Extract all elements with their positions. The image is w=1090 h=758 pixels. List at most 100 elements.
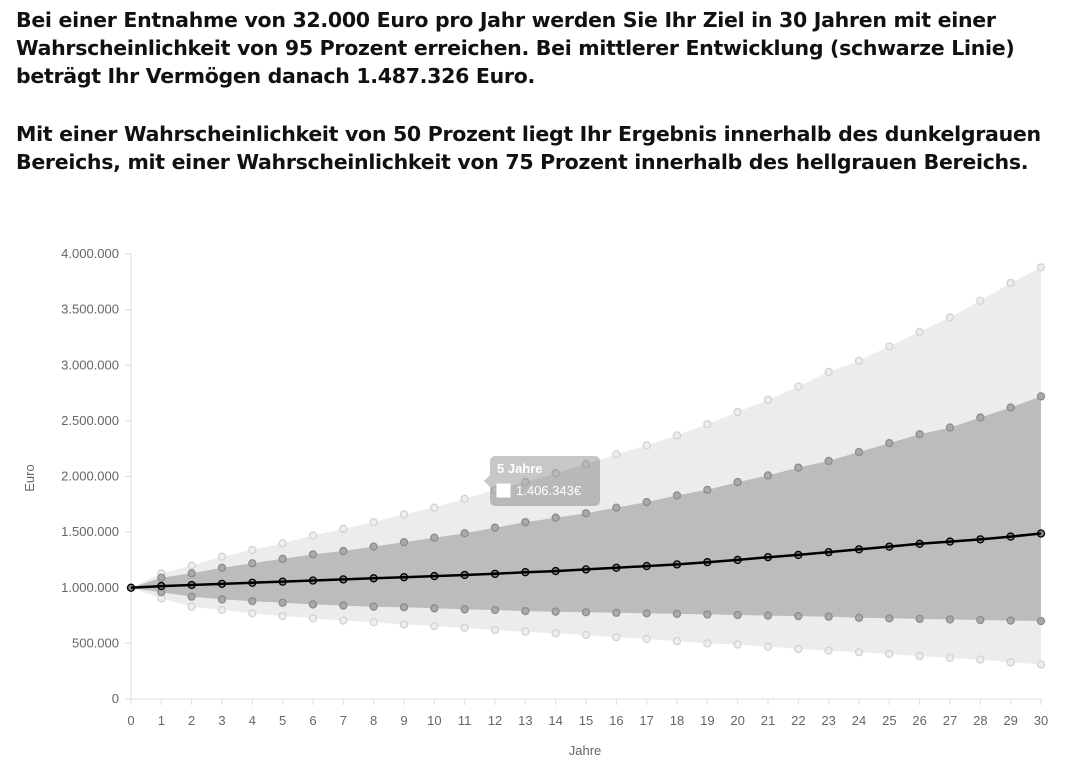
inner-lower-point[interactable] (885, 614, 894, 623)
outer-lower-point[interactable] (672, 636, 682, 646)
inner-lower-point[interactable] (824, 612, 833, 621)
inner-upper-point[interactable] (733, 477, 742, 487)
outer-lower-point[interactable] (642, 634, 651, 644)
outer-lower-point[interactable] (915, 652, 924, 661)
inner-lower-point[interactable] (642, 609, 651, 618)
inner-lower-point[interactable] (672, 609, 682, 619)
inner-upper-point[interactable] (157, 573, 166, 582)
outer-upper-point[interactable] (430, 503, 439, 512)
inner-lower-point[interactable] (339, 601, 348, 610)
inner-lower-point[interactable] (369, 602, 378, 611)
inner-lower-point[interactable] (703, 610, 712, 619)
inner-upper-point[interactable] (187, 569, 196, 578)
inner-upper-point[interactable] (1006, 403, 1015, 412)
outer-lower-point[interactable] (733, 640, 742, 649)
outer-upper-point[interactable] (521, 477, 530, 487)
outer-upper-point[interactable] (217, 552, 227, 561)
outer-lower-point[interactable] (430, 621, 439, 631)
outer-lower-point[interactable] (460, 623, 469, 632)
outer-upper-point[interactable] (187, 561, 196, 570)
inner-lower-point[interactable] (612, 608, 621, 617)
outer-upper-point[interactable] (581, 460, 591, 469)
outer-upper-point[interactable] (763, 395, 773, 404)
outer-upper-point[interactable] (551, 469, 560, 478)
outer-lower-point[interactable] (339, 616, 348, 625)
inner-upper-point[interactable] (885, 438, 894, 448)
outer-upper-point[interactable] (885, 342, 894, 351)
inner-upper-point[interactable] (460, 529, 469, 538)
inner-lower-point[interactable] (733, 610, 742, 620)
outer-upper-point[interactable] (945, 313, 955, 322)
outer-lower-point[interactable] (976, 655, 985, 664)
inner-lower-point[interactable] (399, 603, 409, 612)
projection-chart[interactable]: 0 500.000 1.000.000 1.500.000 2.000.000 2.500… (0, 230, 1090, 758)
inner-lower-point[interactable] (854, 613, 864, 622)
outer-lower-point[interactable] (369, 618, 378, 627)
inner-lower-point[interactable] (217, 595, 227, 604)
outer-upper-point[interactable] (672, 431, 682, 440)
outer-lower-point[interactable] (794, 644, 803, 654)
outer-lower-point[interactable] (945, 653, 955, 662)
inner-upper-point[interactable] (794, 463, 803, 472)
inner-upper-point[interactable] (308, 550, 318, 559)
inner-upper-point[interactable] (642, 497, 651, 507)
outer-lower-point[interactable] (217, 605, 227, 615)
outer-lower-point[interactable] (703, 639, 712, 648)
outer-upper-point[interactable] (642, 441, 651, 450)
outer-upper-point[interactable] (794, 382, 803, 391)
inner-upper-point[interactable] (490, 523, 500, 532)
inner-upper-point[interactable] (399, 537, 409, 547)
inner-upper-point[interactable] (339, 546, 348, 556)
inner-lower-point[interactable] (490, 605, 500, 615)
outer-upper-point[interactable] (854, 356, 864, 365)
outer-lower-point[interactable] (278, 611, 287, 621)
inner-upper-point[interactable] (824, 456, 833, 466)
inner-lower-point[interactable] (976, 615, 985, 625)
inner-lower-point[interactable] (794, 611, 803, 621)
outer-upper-point[interactable] (339, 524, 348, 533)
outer-upper-point[interactable] (976, 296, 985, 305)
inner-upper-point[interactable] (763, 471, 773, 480)
outer-upper-point[interactable] (1036, 263, 1046, 272)
inner-lower-point[interactable] (945, 615, 955, 624)
outer-lower-point[interactable] (399, 620, 409, 629)
inner-lower-point[interactable] (278, 598, 287, 607)
inner-upper-point[interactable] (521, 517, 530, 527)
inner-upper-point[interactable] (612, 503, 621, 512)
inner-lower-point[interactable] (460, 605, 469, 614)
outer-upper-point[interactable] (1006, 278, 1015, 288)
outer-lower-point[interactable] (248, 609, 257, 618)
inner-upper-point[interactable] (703, 485, 712, 495)
outer-lower-point[interactable] (854, 648, 864, 657)
outer-upper-point[interactable] (703, 420, 712, 429)
outer-upper-point[interactable] (915, 327, 924, 337)
inner-upper-point[interactable] (854, 447, 864, 457)
inner-lower-point[interactable] (521, 606, 530, 616)
outer-lower-point[interactable] (187, 602, 196, 611)
outer-upper-point[interactable] (612, 450, 621, 459)
outer-lower-point[interactable] (1006, 658, 1015, 667)
outer-lower-point[interactable] (1036, 660, 1046, 669)
inner-lower-point[interactable] (1036, 616, 1046, 626)
outer-upper-point[interactable] (399, 510, 409, 519)
outer-lower-point[interactable] (581, 630, 591, 640)
inner-lower-point[interactable] (1006, 616, 1015, 625)
outer-upper-point[interactable] (248, 545, 257, 555)
outer-upper-point[interactable] (733, 407, 742, 417)
inner-lower-point[interactable] (308, 600, 318, 609)
inner-upper-point[interactable] (248, 559, 257, 568)
outer-lower-point[interactable] (763, 642, 773, 651)
inner-upper-point[interactable] (369, 542, 378, 551)
outer-lower-point[interactable] (521, 627, 530, 636)
inner-upper-point[interactable] (278, 554, 287, 563)
inner-upper-point[interactable] (581, 509, 591, 518)
inner-lower-point[interactable] (551, 607, 560, 616)
inner-upper-point[interactable] (430, 533, 439, 542)
inner-upper-point[interactable] (945, 423, 955, 432)
outer-upper-point[interactable] (278, 539, 287, 548)
inner-lower-point[interactable] (187, 592, 196, 601)
inner-upper-point[interactable] (915, 430, 924, 439)
inner-upper-point[interactable] (976, 413, 985, 422)
inner-upper-point[interactable] (551, 513, 560, 522)
outer-lower-point[interactable] (308, 614, 318, 623)
